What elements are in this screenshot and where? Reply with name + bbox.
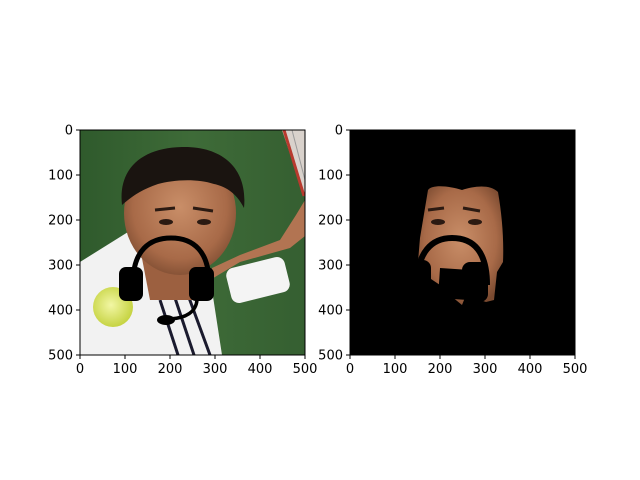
- y-tick-label: 0: [65, 124, 73, 139]
- y-tick-label: 200: [318, 214, 343, 229]
- x-tick-label: 400: [518, 362, 543, 377]
- left-x-ticks: 0 100 200 300 400 500: [76, 355, 318, 377]
- y-tick-label: 100: [48, 169, 73, 184]
- y-tick-label: 500: [48, 349, 73, 364]
- y-tick-label: 200: [48, 214, 73, 229]
- y-tick-label: 300: [48, 259, 73, 274]
- y-tick-label: 0: [335, 124, 343, 139]
- x-tick-label: 0: [346, 362, 354, 377]
- x-tick-label: 400: [248, 362, 273, 377]
- right-y-ticks: 0 100 200 300 400 500: [318, 124, 350, 364]
- y-tick-label: 300: [318, 259, 343, 274]
- right-x-ticks: 0 100 200 300 400 500: [346, 355, 588, 377]
- y-tick-label: 500: [318, 349, 343, 364]
- x-tick-label: 100: [383, 362, 408, 377]
- left-panel: 0 100 200 300 400 500 0 100 200 300 400 500: [48, 124, 317, 378]
- left-image: [80, 130, 305, 355]
- x-tick-label: 0: [76, 362, 84, 377]
- right-image: [350, 130, 575, 355]
- x-tick-label: 200: [158, 362, 183, 377]
- x-tick-label: 300: [203, 362, 228, 377]
- right-panel: 0 100 200 300 400 500 0 100 200 300 400 500: [318, 124, 587, 378]
- x-tick-label: 200: [428, 362, 453, 377]
- x-tick-label: 300: [473, 362, 498, 377]
- y-tick-label: 400: [318, 304, 343, 319]
- x-tick-label: 100: [113, 362, 138, 377]
- x-tick-label: 500: [563, 362, 588, 377]
- left-y-ticks: 0 100 200 300 400 500: [48, 124, 80, 364]
- x-tick-label: 500: [293, 362, 318, 377]
- y-tick-label: 100: [318, 169, 343, 184]
- y-tick-label: 400: [48, 304, 73, 319]
